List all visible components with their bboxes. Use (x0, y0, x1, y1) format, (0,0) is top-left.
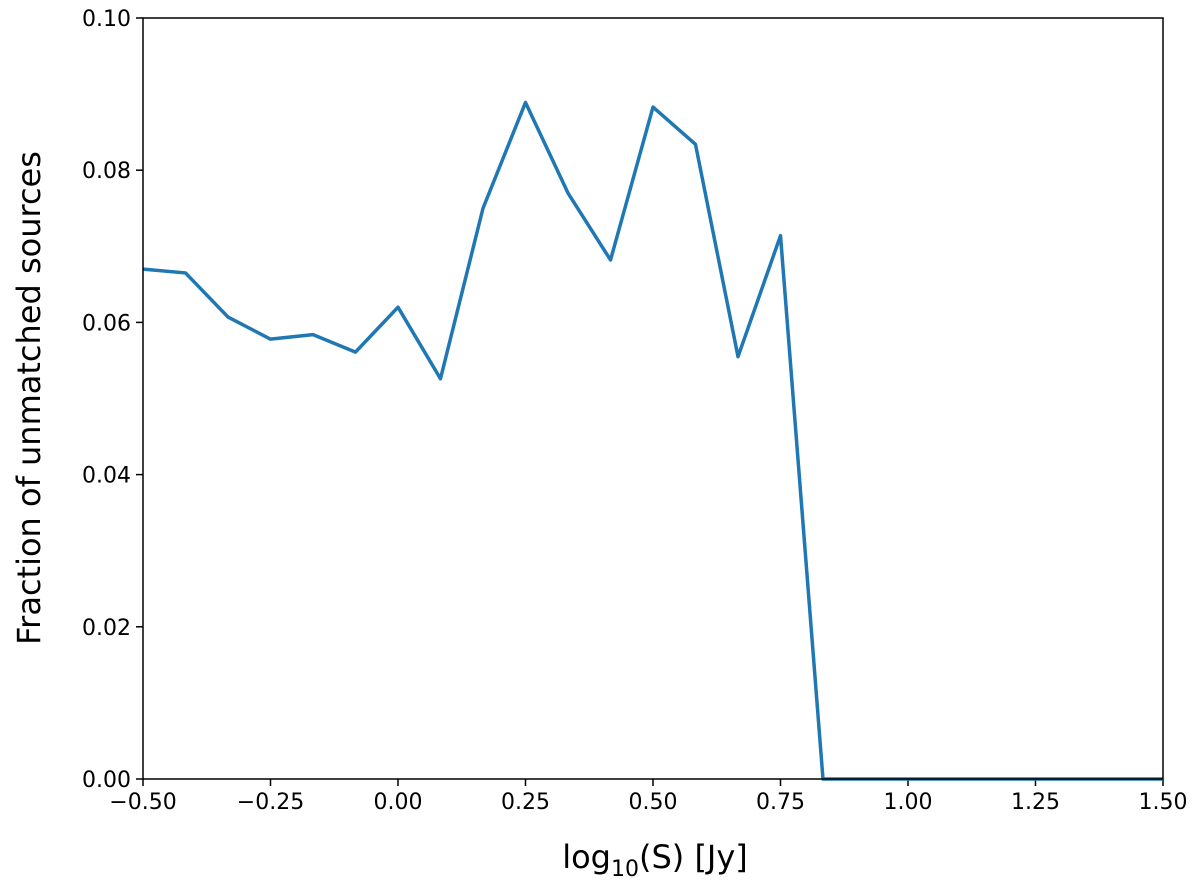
x-tick-label: 1.50 (1139, 790, 1188, 815)
x-tick-label: 0.00 (374, 790, 423, 815)
plot-frame (142, 17, 1164, 780)
x-tick-label: 0.50 (629, 790, 678, 815)
y-tick-label: 0.10 (82, 7, 131, 32)
x-label-sub: 10 (611, 857, 639, 882)
y-tick-label: 0.08 (82, 159, 131, 184)
x-tick-label: 1.25 (1011, 790, 1060, 815)
x-tick-label: 1.00 (884, 790, 933, 815)
x-axis-label: log10(S) [Jy] (562, 838, 748, 882)
x-tick-label: −0.50 (109, 790, 176, 815)
x-tick-label: −0.25 (237, 790, 304, 815)
x-label-rest: (S) [Jy] (639, 838, 748, 876)
y-axis-label: Fraction of unmatched sources (10, 151, 48, 645)
y-tick-label: 0.02 (82, 616, 131, 641)
y-tick-label: 0.00 (82, 768, 131, 793)
x-tick-label: 0.25 (501, 790, 550, 815)
data-line (142, 100, 1163, 781)
x-tick-label: 0.75 (756, 790, 805, 815)
y-tick-label: 0.06 (82, 311, 131, 336)
x-label-base: log (562, 838, 611, 876)
y-tick-label: 0.04 (82, 464, 131, 489)
